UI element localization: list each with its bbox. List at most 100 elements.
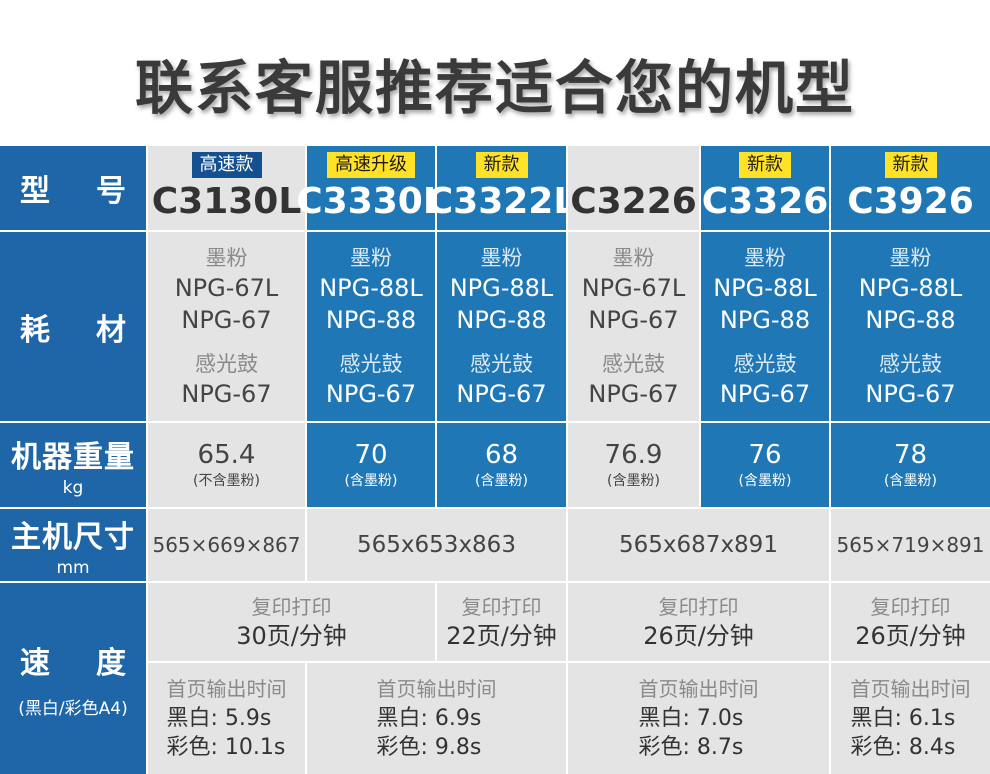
row-header-size: 主机尺寸 mm <box>0 509 146 581</box>
toner-model: NPG-88 <box>456 305 547 334</box>
drum-model: NPG-67 <box>865 379 956 408</box>
consumables-cell: 墨粉 NPG-88L NPG-88 感光鼓 NPG-67 <box>831 232 990 421</box>
drum-model: NPG-67 <box>456 379 547 408</box>
copy-speed-cell: 复印打印 26页/分钟 <box>568 583 829 661</box>
first-print-color: 彩色: 8.4s <box>850 735 956 760</box>
toner-model: NPG-88L <box>713 273 817 302</box>
drum-model: NPG-67 <box>325 379 417 408</box>
first-print-bw: 黑白: 6.1s <box>850 706 956 731</box>
model-badge: 新款 <box>884 152 937 178</box>
weight-value: 70 <box>354 440 388 470</box>
drum-model: NPG-67 <box>719 379 811 408</box>
toner-model: NPG-67 <box>181 305 272 334</box>
copy-speed-value: 22页/分钟 <box>446 622 557 650</box>
first-print-color: 彩色: 9.8s <box>376 735 482 760</box>
toner-label: 墨粉 <box>480 245 523 270</box>
consumables-cell: 墨粉 NPG-67L NPG-67 感光鼓 NPG-67 <box>148 232 305 421</box>
drum-model: NPG-67 <box>181 379 272 408</box>
copy-speed-label: 复印打印 <box>461 595 542 619</box>
first-print-bw: 黑白: 5.9s <box>166 706 272 731</box>
toner-model: NPG-88L <box>858 273 963 302</box>
first-print-label: 首页输出时间 <box>850 677 971 701</box>
row-header-weight-label: 机器重量 <box>11 440 135 475</box>
consumables-cell: 墨粉 NPG-67L NPG-67 感光鼓 NPG-67 <box>568 232 699 421</box>
copy-speed-cell: 复印打印 30页/分钟 <box>148 583 435 661</box>
drum-model: NPG-67 <box>588 379 679 408</box>
weight-value: 78 <box>893 440 928 470</box>
model-cell: 高速升级 C3330L <box>296 146 446 230</box>
toner-label: 墨粉 <box>612 245 655 270</box>
consumables-cell: 墨粉 NPG-88L NPG-88 感光鼓 NPG-67 <box>307 232 435 421</box>
first-print-label: 首页输出时间 <box>166 677 287 701</box>
toner-model: NPG-88 <box>865 305 956 334</box>
model-cell: 新款 C3926 <box>831 146 990 230</box>
toner-label: 墨粉 <box>889 245 932 270</box>
weight-note: (含墨粉) <box>344 473 398 489</box>
model-name: C3330L <box>296 180 446 222</box>
model-cell: 高速款 C3130L <box>148 146 305 230</box>
toner-label: 墨粉 <box>205 245 248 270</box>
toner-label: 墨粉 <box>744 245 786 270</box>
size-value: 565×669×867 <box>152 533 301 557</box>
row-header-weight: 机器重量 kg <box>0 423 146 507</box>
first-print-label: 首页输出时间 <box>638 677 759 701</box>
consumables-cell: 墨粉 NPG-88L NPG-88 感光鼓 NPG-67 <box>701 232 829 421</box>
model-badge: 新款 <box>475 152 528 178</box>
drum-label: 感光鼓 <box>470 351 533 376</box>
row-header-model: 型 号 <box>0 146 146 230</box>
weight-value: 76 <box>748 440 782 470</box>
drum-label: 感光鼓 <box>879 351 942 376</box>
copy-speed-label: 复印打印 <box>251 595 332 619</box>
toner-label: 墨粉 <box>350 245 392 270</box>
weight-cell: 76 (含墨粉) <box>701 423 829 507</box>
copy-speed-label: 复印打印 <box>658 595 739 619</box>
row-header-speed: 速 度 (黑白/彩色A4) <box>0 583 146 774</box>
first-print-color: 彩色: 8.7s <box>638 735 744 760</box>
toner-model: NPG-67 <box>588 305 679 334</box>
model-name: C3130L <box>151 180 302 222</box>
weight-cell: 70 (含墨粉) <box>307 423 435 507</box>
first-print-cell: 首页输出时间 黑白: 6.1s 彩色: 8.4s <box>831 663 990 774</box>
weight-value: 76.9 <box>604 440 663 470</box>
weight-note: (不含墨粉) <box>193 473 260 489</box>
row-header-weight-unit: kg <box>62 478 84 498</box>
row-header-speed-char: 度 <box>96 646 126 681</box>
weight-note: (含墨粉) <box>475 473 528 489</box>
weight-cell: 78 (含墨粉) <box>831 423 990 507</box>
weight-value: 68 <box>484 440 519 470</box>
toner-model: NPG-88 <box>719 305 811 334</box>
first-print-color: 彩色: 10.1s <box>166 735 286 760</box>
first-print-bw: 黑白: 6.9s <box>376 706 482 731</box>
copy-speed-value: 30页/分钟 <box>236 622 347 650</box>
size-cell: 565x687x891 <box>568 509 829 581</box>
model-badge: 新款 <box>739 152 791 178</box>
size-value: 565x653x863 <box>357 532 516 558</box>
row-header-consumables: 耗 材 <box>0 232 146 421</box>
row-header-size-unit: mm <box>56 558 90 578</box>
weight-note: (含墨粉) <box>738 473 792 489</box>
first-print-cell: 首页输出时间 黑白: 6.9s 彩色: 9.8s <box>307 663 566 774</box>
model-name: C3322L <box>426 180 577 222</box>
weight-cell: 65.4 (不含墨粉) <box>148 423 305 507</box>
model-cell: C3226 <box>568 146 699 230</box>
row-header-consumables-char: 耗 <box>20 312 50 348</box>
model-cell: 新款 C3326 <box>701 146 829 230</box>
weight-cell: 76.9 (含墨粉) <box>568 423 699 507</box>
size-cell: 565×719×891 <box>831 509 990 581</box>
drum-label: 感光鼓 <box>195 351 258 376</box>
row-header-speed-sub: (黑白/彩色A4) <box>18 699 128 719</box>
copy-speed-value: 26页/分钟 <box>643 622 754 650</box>
model-name: C3326 <box>701 180 829 222</box>
copy-speed-value: 26页/分钟 <box>855 622 966 650</box>
toner-model: NPG-67L <box>174 273 279 302</box>
weight-value: 65.4 <box>197 440 256 470</box>
model-name: C3226 <box>570 180 697 222</box>
copy-speed-cell: 复印打印 22页/分钟 <box>437 583 566 661</box>
toner-model: NPG-88 <box>325 305 417 334</box>
copy-speed-cell: 复印打印 26页/分钟 <box>831 583 990 661</box>
drum-label: 感光鼓 <box>602 351 665 376</box>
page-title: 联系客服推荐适合您的机型 <box>134 54 855 122</box>
toner-model: NPG-88L <box>449 273 554 302</box>
model-badge: 高速升级 <box>327 152 415 178</box>
consumables-cell: 墨粉 NPG-88L NPG-88 感光鼓 NPG-67 <box>437 232 566 421</box>
